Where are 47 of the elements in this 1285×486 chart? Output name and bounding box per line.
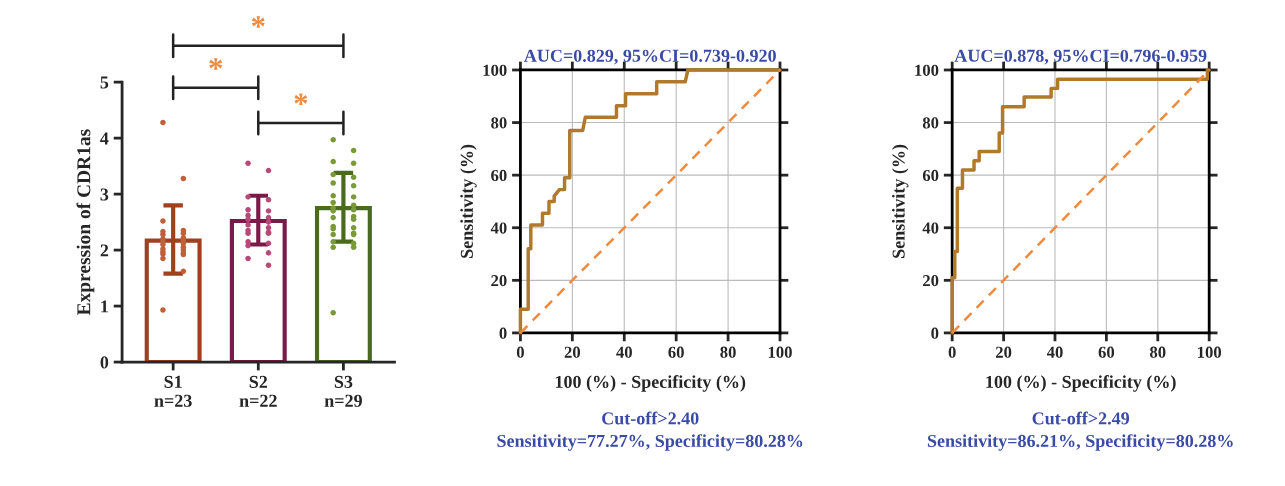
chart-title: AUC=0.878, 95%CI=0.796-0.959 [954,49,1207,65]
x-tick-label: 40 [1046,346,1063,358]
y-axis-title: Expression of CDR1as [76,129,95,316]
x-axis-title: 100 (%) - Specificity (%) [555,375,746,392]
x-tick-label: 60 [668,346,684,358]
text: Cut-off>2.40 [602,411,699,425]
y-tick-label: 5 [100,76,109,89]
y-tick-label: 80 [491,117,507,129]
y-axis-title: Sensitivity (%) [892,144,909,258]
y-tick-label: 80 [922,117,939,129]
x-tick-label: 100 [768,346,792,358]
x-tick-label: 0 [516,346,524,358]
y-tick-label: 3 [100,188,109,201]
text: * [209,58,223,70]
x-axis-title: 100 (%) - Specificity (%) [986,375,1176,392]
x-tick-label: S1 n=23 [154,375,192,407]
text: * [251,16,265,28]
y-tick-label: 0 [499,327,507,339]
x-tick-label: 80 [720,346,736,358]
text: Sensitivity=77.27%, Specificity=80.28% [497,434,803,451]
y-tick-label: 0 [931,327,939,339]
y-tick-label: 100 [483,64,507,76]
y-tick-label: 100 [915,64,939,76]
annotation: * [294,93,308,106]
x-tick-label: 100 [1198,346,1222,358]
y-tick-label: 0 [100,356,109,369]
x-tick-label: 80 [1150,346,1166,358]
x-tick-label: 40 [616,346,632,358]
text: Cut-off>2.49 [1032,411,1130,425]
y-tick-label: 60 [491,169,507,182]
y-tick-label: 4 [100,132,109,145]
y-tick-label: 20 [491,275,507,287]
y-tick-label: 2 [100,244,109,257]
x-tick-label: 0 [948,346,956,358]
y-tick-label: 40 [922,222,939,234]
y-axis-title: Sensitivity (%) [460,144,477,258]
text: Sensitivity=86.21%, Specificity=80.28% [927,434,1233,451]
y-tick-label: 20 [923,275,939,287]
chart-title: AUC=0.829, 95%CI=0.739-0.920 [523,49,776,65]
x-tick-label: S2 n=22 [239,375,277,407]
y-tick-label: 40 [490,222,507,234]
x-tick-label: 20 [995,346,1012,358]
x-tick-label: 20 [564,346,581,358]
x-tick-label: 60 [1098,346,1115,358]
y-tick-label: 1 [101,300,108,313]
x-tick-label: S3 n=29 [324,375,362,407]
y-tick-label: 60 [922,169,939,182]
